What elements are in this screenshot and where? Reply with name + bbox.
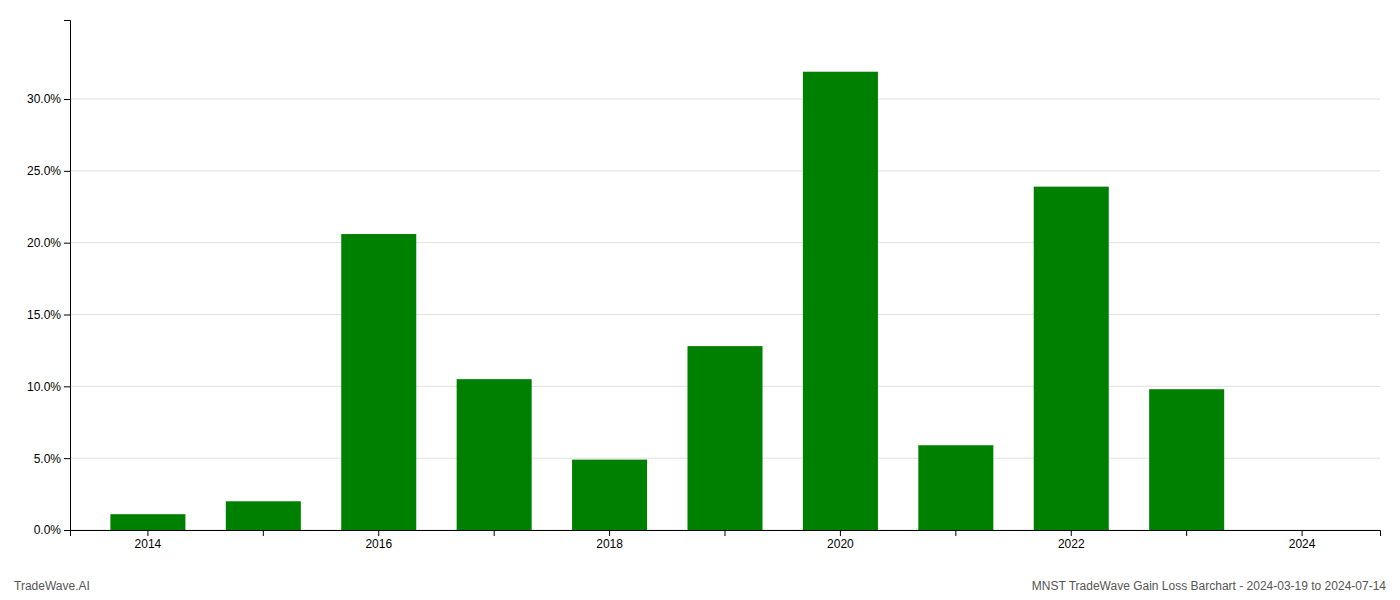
x-tick: 2022 — [1058, 530, 1085, 551]
x-tick-label: 2014 — [135, 537, 162, 551]
y-tick-mark — [64, 458, 70, 459]
x-tick-mark — [1302, 530, 1303, 536]
y-tick: 10.0% — [27, 380, 70, 394]
x-tick-mark — [147, 530, 148, 536]
grid-line — [70, 99, 1380, 100]
x-tick — [1186, 530, 1187, 536]
y-tick-mark — [64, 171, 70, 172]
x-tick-mark — [840, 530, 841, 536]
chart: 2014 2016 2018 2020 2022 2024 0.0% 5.0% 10.0% 15.… — [0, 0, 1400, 600]
x-tick-label: 2018 — [596, 537, 623, 551]
bar — [110, 514, 185, 530]
x-tick — [263, 530, 264, 536]
bars — [110, 72, 1224, 530]
annotation: TradeWave.AI — [14, 579, 90, 593]
y-tick-label: 0.0% — [34, 523, 62, 537]
y-tick-mark — [64, 315, 70, 316]
y-tick-label: 15.0% — [27, 308, 61, 322]
y-tick: 25.0% — [27, 164, 70, 178]
x-tick: 2014 — [135, 530, 162, 551]
bar — [1149, 389, 1224, 530]
bar — [572, 460, 647, 530]
y-axis-line — [64, 21, 71, 531]
x-tick-mark — [494, 530, 495, 536]
x-tick: 2024 — [1289, 530, 1316, 551]
bar — [918, 445, 993, 530]
bar — [457, 379, 532, 530]
plot-area: 2014 2016 2018 2020 2022 2024 0.0% 5.0% 10.0% 15.… — [27, 21, 1381, 551]
grid-line — [70, 242, 1380, 243]
bar — [341, 234, 416, 530]
x-tick — [955, 530, 956, 536]
x-tick-mark — [263, 530, 264, 536]
y-tick-label: 25.0% — [27, 164, 61, 178]
x-tick-label: 2022 — [1058, 537, 1085, 551]
x-tick-label: 2024 — [1289, 537, 1316, 551]
x-tick — [725, 530, 726, 536]
x-tick-mark — [725, 530, 726, 536]
y-tick: 30.0% — [27, 92, 70, 106]
y-tick-mark — [64, 530, 70, 531]
bar — [226, 501, 301, 530]
y-tick-label: 5.0% — [34, 452, 62, 466]
bar — [687, 346, 762, 530]
x-axis-line — [71, 531, 1381, 537]
x-tick-label: 2020 — [827, 537, 854, 551]
x-tick-mark — [955, 530, 956, 536]
annotations: TradeWave.AI MNST TradeWave Gain Loss Bar… — [14, 579, 1386, 593]
y-tick-mark — [64, 99, 70, 100]
annotation: MNST TradeWave Gain Loss Barchart - 2024… — [1032, 579, 1387, 593]
x-tick-label: 2016 — [365, 537, 392, 551]
x-tick-mark — [378, 530, 379, 536]
x-axis: 2014 2016 2018 2020 2022 2024 — [71, 530, 1381, 551]
x-tick-mark — [1186, 530, 1187, 536]
y-tick: 20.0% — [27, 236, 70, 250]
y-tick-label: 30.0% — [27, 92, 61, 106]
bar — [1034, 187, 1109, 530]
y-tick: 15.0% — [27, 308, 70, 322]
y-tick-label: 10.0% — [27, 380, 61, 394]
y-tick: 5.0% — [34, 452, 70, 466]
y-tick-mark — [64, 243, 70, 244]
x-tick: 2020 — [827, 530, 854, 551]
y-axis: 0.0% 5.0% 10.0% 15.0% 20.0% 25.0% 30.0% — [27, 21, 71, 538]
grid-line — [70, 314, 1380, 315]
y-tick-mark — [64, 386, 70, 387]
bar — [803, 72, 878, 530]
grid-line — [70, 170, 1380, 171]
x-tick-mark — [1071, 530, 1072, 536]
x-tick-mark — [609, 530, 610, 536]
grid — [70, 99, 1380, 530]
y-tick-label: 20.0% — [27, 236, 61, 250]
x-tick: 2016 — [365, 530, 392, 551]
bar — [1265, 530, 1340, 531]
y-tick: 0.0% — [34, 523, 70, 537]
x-tick — [494, 530, 495, 536]
x-tick: 2018 — [596, 530, 623, 551]
